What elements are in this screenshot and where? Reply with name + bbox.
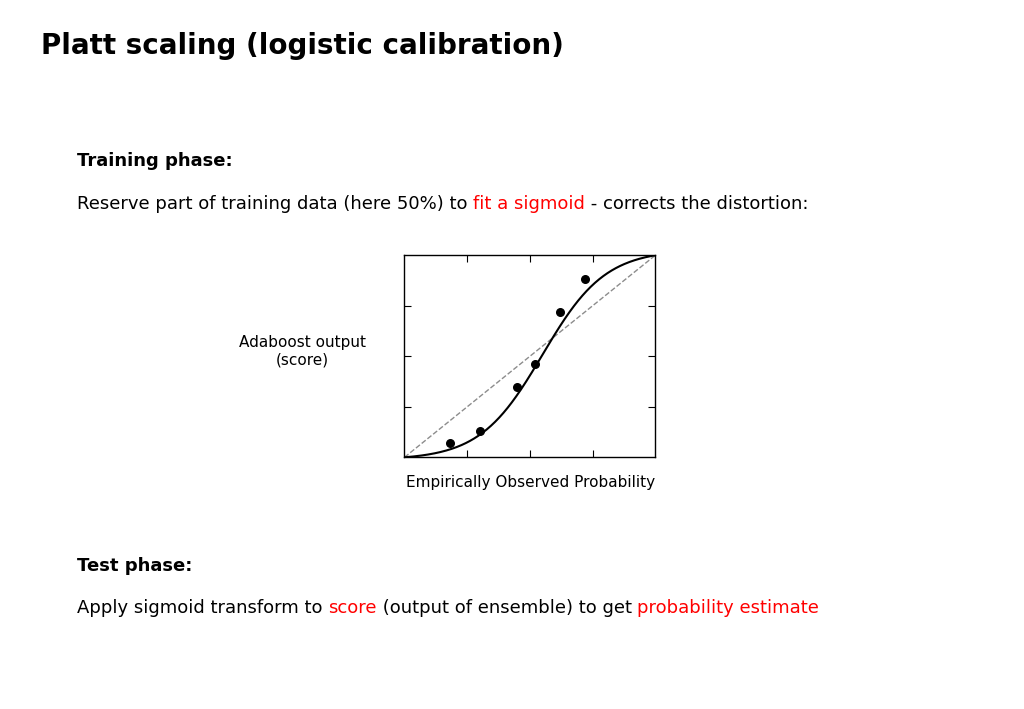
Text: score: score [328, 599, 377, 617]
Text: Apply sigmoid transform to: Apply sigmoid transform to [77, 599, 328, 617]
Point [526, 359, 543, 370]
Text: Training phase:: Training phase: [77, 152, 232, 170]
Text: - corrects the distortion:: - corrects the distortion: [585, 195, 808, 213]
Text: (output of ensemble) to get: (output of ensemble) to get [377, 599, 637, 617]
Point [441, 437, 458, 449]
Point [471, 425, 488, 437]
Text: fit a sigmoid: fit a sigmoid [473, 195, 585, 213]
Text: Empirically Observed Probability: Empirically Observed Probability [406, 475, 655, 490]
Text: probability estimate: probability estimate [637, 599, 819, 617]
Point [509, 381, 525, 392]
Text: Reserve part of training data (here 50%) to: Reserve part of training data (here 50%)… [77, 195, 473, 213]
Text: Platt scaling (logistic calibration): Platt scaling (logistic calibration) [41, 32, 564, 60]
Text: Test phase:: Test phase: [77, 557, 193, 574]
Point [577, 274, 593, 285]
Point [552, 306, 568, 318]
Text: Adaboost output
(score): Adaboost output (score) [239, 335, 366, 367]
